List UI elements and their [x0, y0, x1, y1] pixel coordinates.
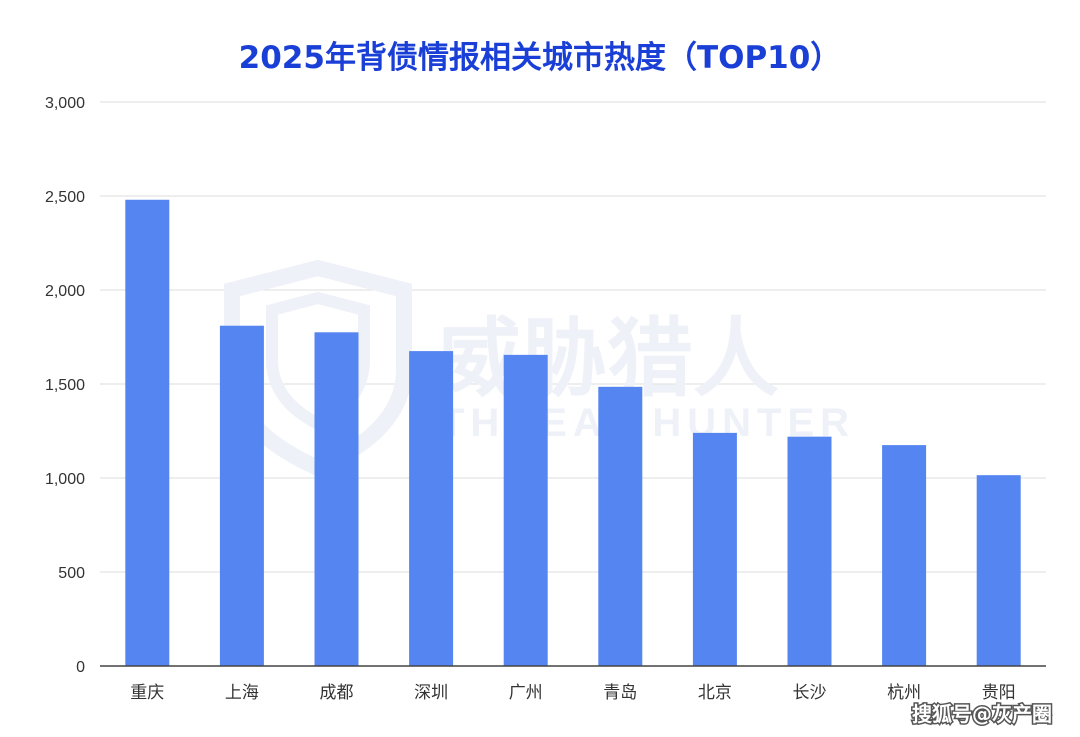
bars: [125, 199, 1021, 666]
source-mark: 搜狐号@灰产圈: [912, 702, 1052, 726]
bar: [692, 432, 737, 666]
bar: [598, 386, 643, 666]
y-tick-label: 0: [76, 659, 85, 676]
bar: [976, 475, 1021, 666]
y-tick-label: 1,000: [45, 471, 85, 488]
bar: [125, 199, 170, 666]
x-tick-label: 长沙: [793, 683, 827, 703]
x-tick-label: 深圳: [414, 683, 448, 703]
x-tick-label: 广州: [509, 683, 543, 703]
bar: [219, 325, 264, 666]
bar: [409, 351, 454, 666]
chart-title: 2025年背债情报相关城市热度（TOP10）: [239, 40, 842, 76]
bar: [314, 332, 359, 666]
x-tick-label: 成都: [320, 683, 354, 703]
y-axis-ticks: 0 500 1,000 1,500 2,000 2,500 3,000: [45, 95, 85, 676]
x-tick-label: 上海: [225, 683, 259, 703]
y-tick-label: 1,500: [45, 377, 85, 394]
bar: [503, 354, 548, 666]
x-tick-label: 青岛: [603, 683, 637, 703]
y-tick-label: 2,000: [45, 283, 85, 300]
x-axis-ticks: 重庆 上海 成都 深圳 广州 青岛 北京 长沙 杭州 贵阳: [130, 683, 1015, 703]
y-tick-label: 2,500: [45, 189, 85, 206]
y-tick-label: 500: [58, 565, 85, 582]
x-tick-label: 贵阳: [982, 683, 1016, 703]
x-tick-label: 重庆: [130, 683, 164, 703]
y-tick-label: 3,000: [45, 95, 85, 112]
x-tick-label: 杭州: [887, 683, 921, 703]
x-tick-label: 北京: [698, 683, 732, 703]
bar: [787, 436, 832, 666]
bar: [882, 445, 927, 666]
